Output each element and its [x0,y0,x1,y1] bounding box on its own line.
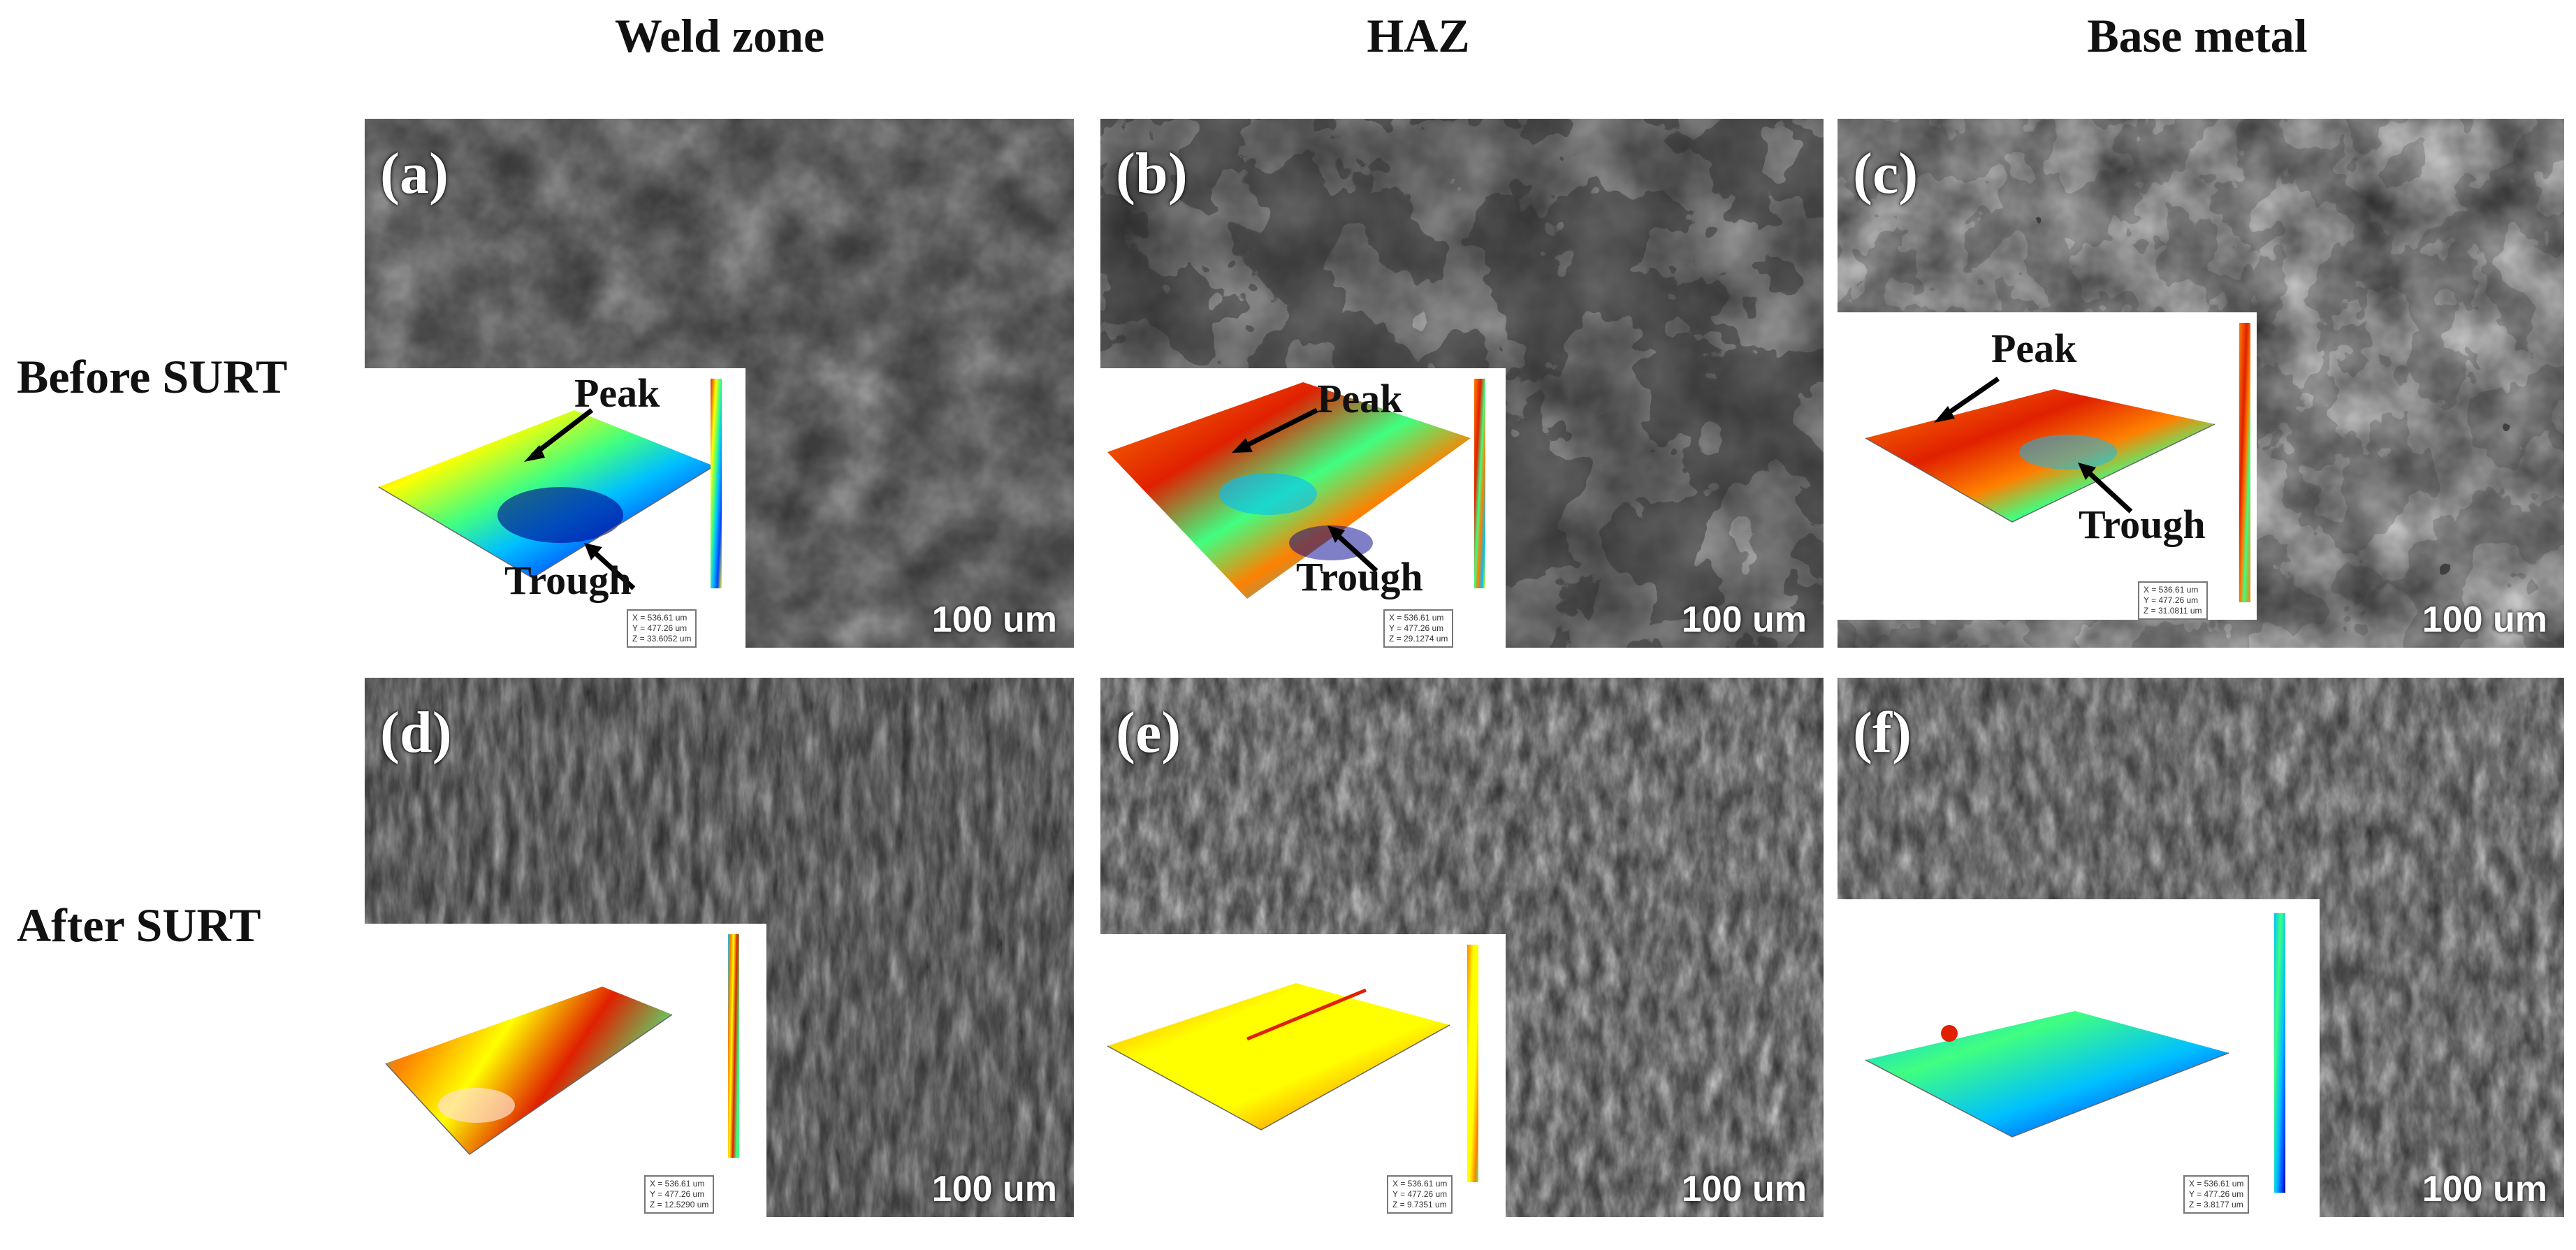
coordinate-readout: X = 536.61 um Y = 477.26 um Z = 3.8177 um [2183,1175,2250,1214]
column-title-haz: HAZ [1367,9,1470,62]
coordinate-readout: X = 536.61 um Y = 477.26 um Z = 9.7351 um [1387,1175,1453,1214]
column-title-weld-zone: Weld zone [614,9,825,62]
surface-plot [1865,323,2250,602]
panel-label: (a) [380,141,449,206]
scale-bar: 100 um [931,1169,1057,1209]
panel-label: (f) [1853,700,1912,765]
row-label-before-surt: Before SURT [17,350,288,403]
surface-profile-inset: X = 536.61 um Y = 477.26 um Z = 12.5290 um [365,924,766,1217]
coordinate-readout: X = 536.61 um Y = 477.26 um Z = 31.0811 um [2138,581,2208,620]
scale-bar: 100 um [2422,1169,2547,1209]
surface-profile-inset: X = 536.61 um Y = 477.26 um Z = 9.7351 um [1100,934,1506,1217]
colorbar [1474,379,1485,588]
coordinate-readout: X = 536.61 um Y = 477.26 um Z = 33.6052 um [627,609,697,648]
colorbar [728,934,739,1158]
surface-profile-inset: Peak Trough X = 536.61 um Y = 477.26 um Z … [1838,312,2257,620]
peak-label: Peak [574,370,660,416]
coordinate-readout: X = 536.61 um Y = 477.26 um Z = 29.1274 um [1383,609,1454,648]
row-label-after-surt: After SURT [17,899,261,952]
scale-bar: 100 um [1681,1169,1807,1209]
surface-plot [1107,379,1485,599]
panel-label: (c) [1853,141,1919,206]
surface-plot [378,379,722,590]
surface-plot [385,934,739,1158]
panel-c-micrograph: (c) Peak Trough X = 536.61 um Y = 477.26 … [1838,119,2564,648]
panel-label: (d) [380,700,452,765]
column-title-base-metal: Base metal [2087,9,2308,62]
surface-profile-inset: Peak Trough X = 536.61 um Y = 477.26 um Z … [365,368,745,648]
surface-profile-inset: Peak Trough X = 536.61 um Y = 477.26 um Z … [1100,368,1506,648]
panel-e-micrograph: (e) X = 536.61 um Y = 477.26 um Z = 9.7351… [1100,678,1824,1217]
panel-b-micrograph: (b) Peak Trough X = 536.61 um Y = 477.26 … [1100,119,1824,648]
colorbar [1467,945,1478,1182]
peak-label: Peak [1317,376,1403,421]
panel-f-micrograph: (f) X = 536.61 um Y = 477.26 um Z = 3.8177… [1838,678,2564,1217]
panel-d-micrograph: (d) X = 536.61 um Y = 477.26 um Z = 12.529… [365,678,1074,1217]
trough-label: Trough [2079,502,2206,547]
surface-profile-inset: X = 536.61 um Y = 477.26 um Z = 3.8177 um [1838,899,2320,1217]
panel-a-micrograph: (a) Peak Trough X = 536.61 um Y = 477.26 … [365,119,1074,648]
scale-bar: 100 um [931,599,1057,640]
panel-label: (b) [1116,141,1188,206]
scale-bar: 100 um [2422,599,2547,640]
surface-plot [1107,945,1478,1182]
scale-bar: 100 um [1681,599,1807,640]
panel-label: (e) [1116,700,1181,765]
surface-plot [1865,913,2285,1193]
colorbar [2274,913,2285,1193]
trough-label: Trough [504,558,632,603]
peak-label: Peak [1991,326,2077,371]
colorbar [2239,323,2250,602]
colorbar [711,379,722,588]
coordinate-readout: X = 536.61 um Y = 477.26 um Z = 12.5290 um [644,1175,715,1214]
trough-label: Trough [1296,554,1423,599]
